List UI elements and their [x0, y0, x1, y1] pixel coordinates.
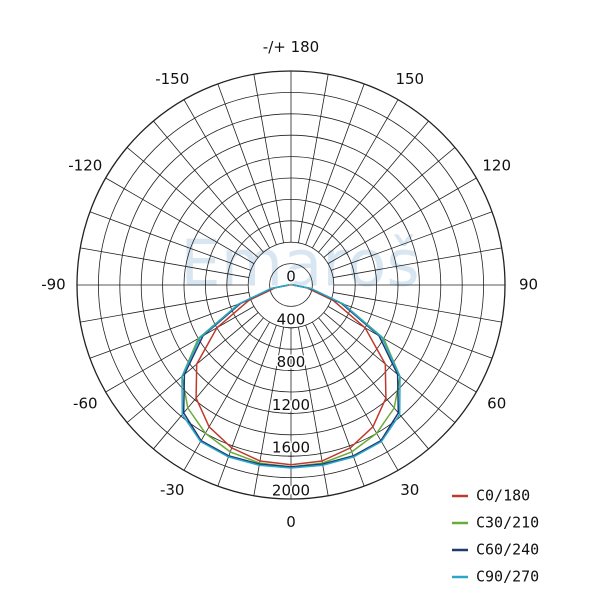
theta-tick-label: 60	[487, 394, 506, 412]
grid-spoke	[333, 247, 502, 278]
theta-tick-label: -/+ 180	[263, 38, 319, 56]
grid-spoke	[89, 299, 251, 359]
theta-tick-label: -60	[73, 394, 98, 412]
grid-spoke	[80, 292, 249, 323]
grid-spoke	[331, 299, 493, 359]
r-tick-label: 1600	[272, 439, 310, 457]
grid-spoke	[312, 99, 399, 249]
grid-spoke	[183, 99, 270, 249]
theta-tick-label: -30	[160, 481, 185, 499]
grid-spoke	[253, 74, 284, 243]
legend-label: C90/270	[476, 568, 539, 586]
r-tick-label: 800	[277, 353, 306, 371]
r-tick-label: 0	[286, 268, 296, 286]
theta-tick-label: -150	[155, 70, 189, 88]
theta-tick-label: -90	[41, 276, 66, 294]
grid-spoke	[105, 177, 255, 264]
grid-spoke	[323, 312, 456, 423]
theta-tick-label: 120	[482, 157, 511, 175]
watermark: Emaroš	[180, 228, 419, 302]
grid-spoke	[126, 147, 259, 258]
theta-tick-label: 0	[286, 513, 296, 531]
grid-spoke	[298, 74, 329, 243]
grid-spoke	[323, 147, 456, 258]
grid-spoke	[89, 211, 251, 271]
series-line	[195, 284, 387, 466]
legend-label: C60/240	[476, 541, 539, 559]
grid-spoke	[126, 312, 259, 423]
grid-spoke	[312, 321, 399, 471]
r-tick-label: 2000	[272, 482, 310, 500]
r-tick-label: 1200	[272, 396, 310, 414]
grid-spoke	[331, 211, 493, 271]
grid-spoke	[80, 247, 249, 278]
theta-tick-label: 90	[519, 276, 538, 294]
grid-spoke	[318, 120, 429, 253]
legend-label: C0/180	[476, 487, 530, 505]
theta-tick-label: 150	[395, 70, 424, 88]
grid-spoke	[183, 321, 270, 471]
r-tick-label: 400	[277, 310, 306, 328]
grid-spoke	[217, 83, 277, 245]
grid-spoke	[153, 317, 264, 450]
grid-spoke	[305, 325, 365, 487]
grid-spoke	[318, 317, 429, 450]
series-line	[181, 284, 401, 469]
grid-spoke	[105, 306, 255, 393]
grid-spoke	[327, 306, 477, 393]
grid-spoke	[253, 327, 284, 496]
legend-label: C30/210	[476, 514, 539, 532]
grid-spoke	[217, 325, 277, 487]
grid-spoke	[298, 327, 329, 496]
grid-ring	[269, 263, 313, 307]
grid-spoke	[327, 177, 477, 264]
grid-spoke	[333, 292, 502, 323]
grid-spoke	[153, 120, 264, 253]
theta-tick-label: 30	[400, 481, 419, 499]
theta-tick-label: -120	[68, 157, 102, 175]
grid-spoke	[305, 83, 365, 245]
